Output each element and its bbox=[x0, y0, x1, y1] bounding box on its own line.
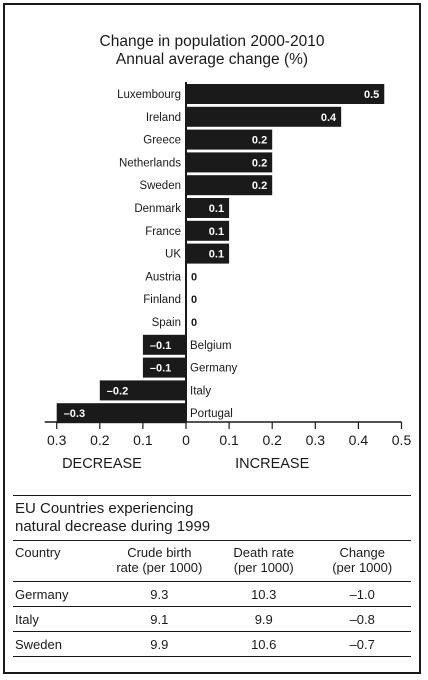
population-change-chart: Change in population 2000-2010 Annual av… bbox=[44, 33, 412, 472]
value-label-denmark: 0.1 bbox=[209, 203, 224, 215]
header-change: Change (per 1000) bbox=[313, 541, 411, 582]
header-birth-rate: Crude birth rate (per 1000) bbox=[104, 541, 215, 582]
value-label-uk: 0.1 bbox=[209, 249, 224, 261]
value-label-greece: 0.2 bbox=[252, 135, 267, 147]
bar-italy bbox=[99, 380, 186, 401]
natural-decrease-table: Country Crude birth rate (per 1000) Deat… bbox=[13, 541, 411, 657]
bar-luxembourg bbox=[186, 84, 385, 104]
category-label-luxembourg: Luxembourg bbox=[117, 89, 181, 101]
value-label-france: 0.1 bbox=[209, 226, 224, 238]
cell-death-rate: 10.3 bbox=[214, 581, 314, 607]
table-title-line-1: EU Countries experiencing bbox=[15, 500, 194, 517]
x-tick-label: 0.5 bbox=[392, 432, 412, 448]
bar-germany bbox=[142, 357, 186, 378]
x-tick-label: 0.4 bbox=[349, 432, 369, 448]
category-label-denmark: Denmark bbox=[134, 203, 181, 215]
cell-country: Italy bbox=[13, 606, 105, 632]
table-title-line-2: natural decrease during 1999 bbox=[15, 518, 211, 535]
bar-sweden bbox=[186, 175, 273, 196]
table-title: EU Countries experiencing natural decrea… bbox=[13, 496, 411, 540]
table-row: Italy 9.1 9.9 –0.8 bbox=[13, 606, 411, 632]
cell-death-rate: 10.6 bbox=[214, 631, 314, 657]
increase-label: INCREASE bbox=[235, 456, 309, 472]
value-label-austria: 0 bbox=[191, 271, 197, 283]
chart-title-line-1: Change in population 2000-2010 bbox=[100, 33, 325, 50]
category-label-austria: Austria bbox=[145, 271, 181, 283]
category-label-italy: Italy bbox=[190, 385, 211, 397]
figure-frame: Change in population 2000-2010 Annual av… bbox=[3, 3, 421, 674]
cell-change: –0.8 bbox=[313, 606, 411, 632]
cell-birth-rate: 9.9 bbox=[104, 631, 215, 657]
category-label-germany: Germany bbox=[190, 363, 238, 375]
table-top-rule bbox=[13, 495, 411, 496]
bar-belgium bbox=[142, 334, 186, 355]
x-tick-label: 0.2 bbox=[90, 432, 110, 448]
cell-country: Germany bbox=[13, 581, 105, 607]
value-label-belgium: –0.1 bbox=[150, 340, 171, 352]
bar-portugal bbox=[56, 403, 187, 424]
cell-change: –1.0 bbox=[313, 581, 411, 607]
value-label-luxembourg: 0.5 bbox=[364, 89, 379, 101]
value-label-finland: 0 bbox=[191, 294, 197, 306]
cell-country: Sweden bbox=[13, 631, 105, 657]
bar-denmark bbox=[186, 198, 230, 218]
cell-death-rate: 9.9 bbox=[214, 606, 314, 632]
category-label-finland: Finland bbox=[143, 294, 181, 306]
table-header-rule bbox=[13, 540, 411, 541]
table-row: Germany 9.3 10.3 –1.0 bbox=[13, 581, 411, 607]
x-tick-label: 0.1 bbox=[219, 432, 239, 448]
header-death-rate: Death rate (per 1000) bbox=[214, 541, 314, 582]
table-row: Sweden 9.9 10.6 –0.7 bbox=[13, 631, 411, 657]
natural-decrease-table-section: EU Countries experiencing natural decrea… bbox=[13, 495, 411, 657]
bar-france bbox=[186, 220, 230, 241]
value-label-italy: –0.2 bbox=[107, 385, 128, 397]
value-label-spain: 0 bbox=[191, 317, 197, 329]
cell-birth-rate: 9.1 bbox=[104, 606, 215, 632]
category-label-netherlands: Netherlands bbox=[119, 157, 181, 169]
value-label-sweden: 0.2 bbox=[252, 180, 267, 192]
bar-uk bbox=[186, 243, 230, 264]
category-label-france: France bbox=[145, 226, 181, 238]
cell-birth-rate: 9.3 bbox=[104, 581, 215, 607]
x-tick-label: 0.2 bbox=[262, 432, 282, 448]
category-label-greece: Greece bbox=[143, 135, 181, 147]
bar-ireland bbox=[186, 106, 342, 127]
category-label-ireland: Ireland bbox=[146, 112, 181, 124]
chart-title-line-2: Annual average change (%) bbox=[116, 51, 308, 68]
value-label-netherlands: 0.2 bbox=[252, 157, 267, 169]
bar-netherlands bbox=[186, 152, 273, 173]
table-header-row: Country Crude birth rate (per 1000) Deat… bbox=[13, 541, 411, 582]
decrease-label: DECREASE bbox=[62, 456, 142, 472]
header-country: Country bbox=[13, 541, 105, 582]
cell-change: –0.7 bbox=[313, 631, 411, 657]
category-label-sweden: Sweden bbox=[139, 180, 181, 192]
bar-greece bbox=[186, 129, 273, 150]
x-tick-label: 0.1 bbox=[133, 432, 153, 448]
value-label-portugal: –0.3 bbox=[64, 408, 85, 420]
category-label-uk: UK bbox=[165, 249, 181, 261]
value-label-germany: –0.1 bbox=[150, 363, 171, 375]
category-label-portugal: Portugal bbox=[190, 408, 233, 420]
x-tick-label: 0.3 bbox=[47, 432, 67, 448]
category-label-belgium: Belgium bbox=[190, 340, 232, 352]
x-tick-label: 0.3 bbox=[306, 432, 326, 448]
category-label-spain: Spain bbox=[152, 317, 181, 329]
x-tick-label: 0 bbox=[182, 432, 190, 448]
value-label-ireland: 0.4 bbox=[321, 112, 337, 124]
